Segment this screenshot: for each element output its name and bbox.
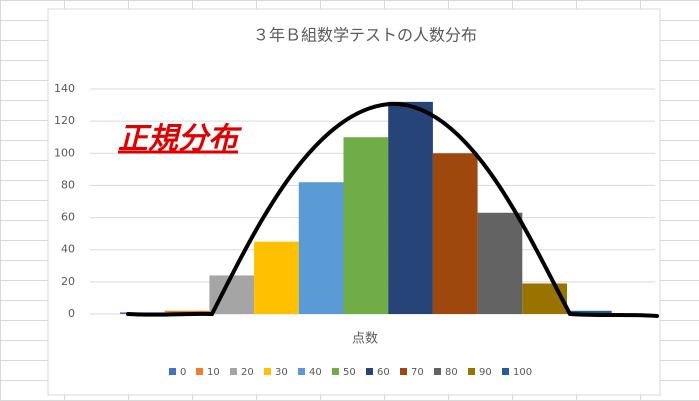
legend-label: 30	[275, 367, 288, 378]
bar	[343, 137, 389, 314]
legend-label: 20	[241, 367, 254, 378]
annotation: 正規分布	[118, 122, 243, 157]
y-tick-label: 0	[68, 307, 75, 320]
legend-swatch	[434, 368, 441, 375]
y-tick-label: 40	[61, 243, 75, 256]
bar	[254, 241, 299, 314]
legend-label: 100	[513, 367, 532, 378]
legend-swatch	[169, 368, 176, 375]
bar	[567, 310, 612, 314]
bar	[477, 212, 523, 314]
legend-swatch	[196, 368, 203, 375]
legend-label: 50	[343, 367, 356, 378]
bar	[432, 153, 478, 314]
legend-label: 60	[377, 367, 390, 378]
bar	[388, 101, 433, 314]
bar	[298, 182, 344, 314]
legend-swatch	[264, 368, 271, 375]
x-axis-title: 点数	[352, 332, 378, 347]
bar	[522, 283, 567, 314]
legend-swatch	[502, 368, 509, 375]
y-tick-label: 20	[61, 275, 75, 288]
y-tick-label: 60	[61, 211, 75, 224]
legend-label: 0	[180, 367, 186, 378]
y-tick-label: 100	[54, 146, 75, 159]
legend-swatch	[332, 368, 339, 375]
hand-drawn-curve	[126, 101, 659, 318]
legend-label: 40	[309, 367, 322, 378]
chart-title: ３年Ｂ組数学テストの人数分布	[253, 26, 477, 45]
legend-label: 10	[207, 367, 220, 378]
legend-label: 80	[445, 367, 458, 378]
y-tick-label: 80	[61, 178, 75, 191]
legend-swatch	[298, 368, 305, 375]
plot-area: 0 20 40 60 80 100 120 140 0 10 20 30 40 50 60 70 80 90 100	[54, 82, 655, 378]
legend-label: 70	[411, 367, 424, 378]
legend-swatch	[366, 368, 373, 375]
y-tick-label: 140	[54, 82, 75, 95]
y-tick-label: 120	[54, 114, 75, 127]
legend-swatch	[400, 368, 407, 375]
legend-swatch	[230, 368, 237, 375]
legend-swatch	[468, 368, 475, 375]
legend-label: 90	[479, 367, 492, 378]
